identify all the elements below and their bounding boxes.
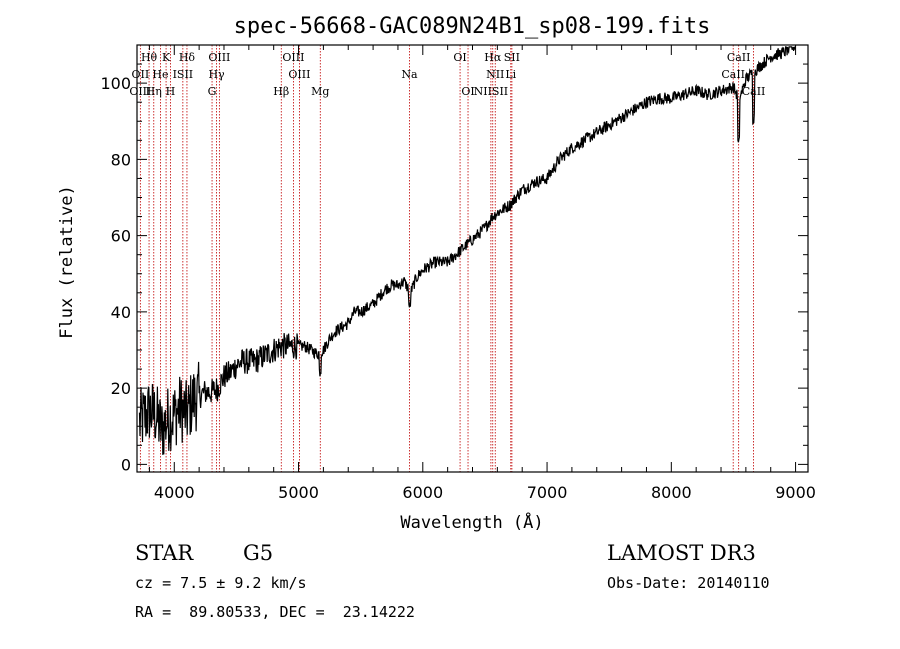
y-axis-label: Flux (relative) <box>57 185 77 339</box>
emission-line-label: H <box>166 85 176 98</box>
emission-line-label: CaII <box>721 68 745 81</box>
emission-line-label: Hη <box>146 85 162 98</box>
observation-date: Obs-Date: 20140110 <box>607 574 770 592</box>
emission-line-label: CaII <box>727 51 751 64</box>
emission-line-label: K <box>162 51 171 64</box>
y-tick-label: 20 <box>111 379 131 398</box>
x-tick-label: 5000 <box>278 483 319 502</box>
y-tick-label: 80 <box>111 150 131 169</box>
emission-line-label: NII <box>486 68 504 81</box>
x-tick-label: 6000 <box>402 483 443 502</box>
emission-line-label: OIII <box>288 68 310 81</box>
emission-line-label: Li <box>505 68 516 81</box>
emission-line-label: Hβ <box>273 85 289 98</box>
emission-line-label: OIII <box>208 51 230 64</box>
emission-line-label: G <box>208 85 217 98</box>
x-tick-label: 7000 <box>527 483 568 502</box>
plot-frame <box>136 44 809 473</box>
x-tick-label: 9000 <box>775 483 816 502</box>
emission-line-label: OII <box>131 68 149 81</box>
emission-line-labels: Hθ K Hδ OIII OIII OI Hα SII CaII OII He ISII Hγ OIII N… <box>129 51 765 98</box>
chart-title: spec-56668-GAC089N24B1_sp08-199.fits <box>234 14 711 39</box>
emission-line-markers <box>139 45 754 472</box>
emission-line-label: Hγ <box>208 68 225 81</box>
emission-line-label: OIII <box>282 51 304 64</box>
emission-line-label: OI <box>453 51 466 64</box>
object-class: STAR <box>135 541 194 565</box>
emission-line-label: SII <box>504 51 520 64</box>
emission-line-label: Hα <box>484 51 502 64</box>
emission-line-label: Hθ <box>141 51 158 64</box>
emission-line-label: He <box>152 68 168 81</box>
coordinates: RA = 89.80533, DEC = 23.14222 <box>135 603 415 621</box>
x-tick-label: 8000 <box>651 483 692 502</box>
spectrum-series-line <box>138 46 796 455</box>
emission-line-label: OIII <box>129 85 151 98</box>
emission-line-label: OI <box>461 85 474 98</box>
emission-line-label: Na <box>401 68 418 81</box>
y-tick-label: 0 <box>121 455 131 474</box>
object-subclass: G5 <box>243 541 274 565</box>
y-tick-label: 40 <box>111 303 131 322</box>
emission-line-label: Mg <box>311 85 329 98</box>
emission-line-label: CaII <box>742 85 766 98</box>
emission-line-label: NIISII <box>474 85 509 98</box>
redshift-cz: cz = 7.5 ± 9.2 km/s <box>135 574 307 592</box>
x-tick-label: 4000 <box>154 483 195 502</box>
y-tick-label: 60 <box>111 227 131 246</box>
emission-line-label: Hδ <box>179 51 196 64</box>
survey-name: LAMOST DR3 <box>607 541 756 565</box>
axis-ticks: 4000 5000 6000 7000 8000 9000 0 20 40 60 80 100 <box>100 45 816 502</box>
x-axis-label: Wavelength (Å) <box>400 511 543 533</box>
y-tick-label: 100 <box>100 74 131 93</box>
emission-line-label: ISII <box>173 68 194 81</box>
